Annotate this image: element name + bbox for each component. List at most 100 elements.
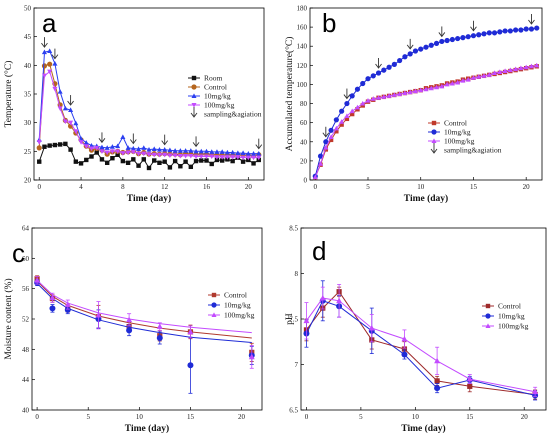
data-point bbox=[318, 161, 324, 166]
data-point bbox=[402, 90, 408, 96]
data-point bbox=[99, 157, 105, 162]
sampling-arrow bbox=[528, 14, 535, 25]
data-point bbox=[370, 73, 376, 79]
data-point bbox=[402, 54, 408, 60]
data-point bbox=[470, 33, 477, 39]
data-point bbox=[497, 29, 503, 35]
data-point bbox=[64, 301, 71, 307]
series-line bbox=[314, 65, 537, 178]
data-point bbox=[193, 158, 199, 164]
sampling-arrow bbox=[375, 57, 382, 69]
data-point bbox=[146, 152, 152, 157]
data-point bbox=[418, 46, 424, 52]
data-point bbox=[57, 89, 63, 94]
data-point bbox=[162, 146, 168, 152]
series-10mg-kg bbox=[312, 25, 540, 179]
x-tick-label: 20 bbox=[521, 413, 529, 421]
x-tick-label: 16 bbox=[203, 183, 211, 191]
data-point bbox=[386, 64, 392, 70]
data-point bbox=[428, 85, 434, 91]
y-axis-label: pH bbox=[285, 313, 295, 325]
sampling-arrow bbox=[322, 126, 330, 138]
data-point bbox=[460, 35, 466, 41]
series-100mg-kg bbox=[36, 69, 262, 161]
data-point bbox=[177, 148, 183, 153]
data-point bbox=[476, 74, 482, 79]
data-point bbox=[183, 159, 188, 164]
data-point bbox=[349, 93, 355, 99]
legend-label: sampling&agiation bbox=[204, 110, 262, 119]
data-point bbox=[68, 107, 74, 113]
data-point bbox=[333, 125, 339, 131]
legend-label: 100mg/kg bbox=[444, 137, 475, 146]
series-line bbox=[314, 64, 537, 178]
legend-entry: 10mg/kg bbox=[188, 92, 231, 101]
data-point bbox=[141, 157, 146, 162]
data-point bbox=[136, 163, 141, 168]
data-point bbox=[172, 153, 178, 158]
data-point bbox=[532, 388, 539, 395]
data-point bbox=[131, 157, 136, 162]
legend-entry: Control bbox=[428, 119, 467, 128]
data-point bbox=[83, 140, 89, 145]
x-tick-label: 10 bbox=[412, 413, 420, 421]
data-point bbox=[209, 149, 215, 154]
data-point bbox=[47, 61, 53, 67]
data-point bbox=[418, 87, 424, 93]
y-tick-label: 35 bbox=[24, 91, 32, 99]
legend-entry: Control bbox=[188, 83, 227, 92]
data-point bbox=[156, 146, 162, 152]
legend-label: 10mg/kg bbox=[224, 301, 251, 310]
data-point bbox=[360, 80, 366, 87]
y-tick-label: 100 bbox=[297, 81, 308, 89]
data-point bbox=[251, 161, 256, 166]
x-tick-label: 4 bbox=[79, 183, 83, 191]
panel-letter: b bbox=[322, 8, 336, 38]
data-point bbox=[141, 151, 147, 157]
data-point bbox=[455, 79, 461, 85]
data-point bbox=[83, 144, 89, 149]
legend-marker bbox=[485, 323, 491, 328]
data-point bbox=[370, 96, 376, 101]
series-100mg-kg bbox=[312, 62, 540, 180]
y-tick-label: 80 bbox=[300, 100, 308, 108]
data-point bbox=[36, 145, 42, 151]
data-point bbox=[146, 146, 152, 152]
data-point bbox=[518, 27, 524, 33]
sampling-arrow bbox=[438, 26, 446, 38]
data-point bbox=[434, 84, 440, 90]
data-point bbox=[240, 150, 246, 156]
legend-label: Room bbox=[204, 74, 223, 83]
data-point bbox=[172, 148, 178, 153]
data-point bbox=[188, 164, 194, 170]
data-point bbox=[465, 77, 471, 82]
data-point bbox=[94, 145, 100, 151]
data-point bbox=[167, 147, 173, 153]
data-point bbox=[465, 34, 471, 40]
y-tick-label: 180 bbox=[297, 5, 308, 13]
legend-label: 10mg/kg bbox=[204, 92, 231, 101]
data-point bbox=[36, 140, 42, 145]
data-point bbox=[136, 151, 142, 157]
y-tick-label: 20 bbox=[24, 177, 32, 185]
data-point bbox=[209, 154, 215, 160]
data-point bbox=[209, 161, 214, 167]
legend-marker bbox=[211, 302, 217, 308]
data-point bbox=[224, 155, 230, 160]
x-axis-label: Time (day) bbox=[401, 423, 445, 434]
data-point bbox=[68, 120, 74, 126]
data-point bbox=[235, 155, 241, 160]
legend-marker bbox=[211, 312, 217, 317]
sampling-arrow bbox=[98, 132, 106, 144]
y-tick-label: 52 bbox=[22, 316, 30, 324]
series-100mg-kg bbox=[34, 276, 255, 369]
data-point bbox=[203, 154, 210, 160]
legend-marker bbox=[485, 303, 491, 309]
data-point bbox=[349, 111, 355, 117]
y-tick-label: 64 bbox=[22, 225, 30, 233]
y-tick-label: 45 bbox=[24, 33, 32, 41]
y-tick-label: 7.5 bbox=[289, 316, 298, 324]
panel-a-temperature-chart: 20 25 30 35 40 45 50 0 4 8 12 16 20 Time (day) Tempera… bbox=[3, 5, 265, 204]
y-tick-label: 40 bbox=[24, 62, 32, 70]
